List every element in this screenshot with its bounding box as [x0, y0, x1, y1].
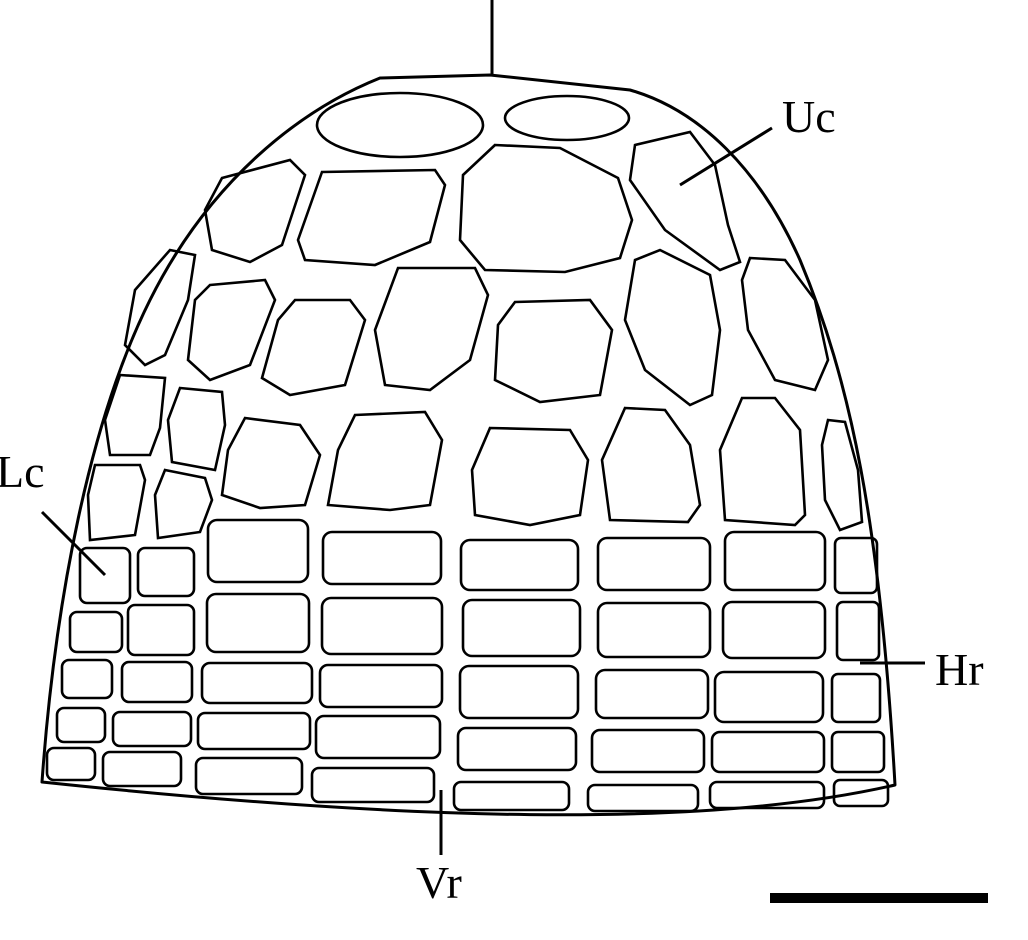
cell [155, 470, 212, 538]
cell [317, 93, 483, 157]
cell [725, 532, 825, 590]
cell [598, 603, 710, 657]
cell [138, 548, 194, 596]
cell [323, 532, 441, 584]
cell [715, 672, 823, 722]
cell [122, 662, 192, 702]
cell [88, 465, 145, 540]
label-hr: Hr [935, 644, 984, 695]
cell [57, 708, 105, 742]
cell [202, 663, 312, 703]
cell [205, 160, 305, 262]
cell [723, 602, 825, 658]
cell [712, 732, 824, 772]
cell [62, 660, 112, 698]
cell [454, 782, 569, 810]
cell [625, 250, 720, 405]
scale-bar [770, 893, 988, 903]
cell [328, 412, 442, 510]
cell [832, 732, 884, 772]
label-vr: Vr [416, 857, 462, 908]
label-uc: Uc [782, 91, 836, 142]
cell [222, 418, 320, 508]
cell [128, 605, 194, 655]
cell [505, 96, 629, 140]
cell [832, 674, 880, 722]
cell [312, 768, 434, 802]
cell [822, 420, 862, 530]
upper-cells [88, 93, 862, 540]
cell [837, 602, 879, 660]
cell [463, 600, 580, 656]
cell [720, 398, 805, 525]
cell [320, 665, 442, 707]
cell [460, 666, 578, 718]
cell [168, 388, 225, 470]
cell [461, 540, 578, 590]
cell [592, 730, 704, 772]
cell [630, 132, 740, 270]
cell [460, 145, 632, 272]
cell [208, 520, 308, 582]
cell [207, 594, 309, 652]
cell [495, 300, 612, 402]
cell [458, 728, 576, 770]
cell [125, 250, 195, 365]
cell [113, 712, 191, 746]
cell [70, 612, 122, 652]
cell [47, 748, 95, 780]
cell [198, 713, 310, 749]
cell [316, 716, 440, 758]
cell [602, 408, 700, 522]
cell [596, 670, 708, 718]
cell [103, 752, 181, 786]
cell [835, 538, 877, 593]
cell [472, 428, 588, 525]
cell [598, 538, 710, 590]
label-lc: Lc [0, 446, 45, 497]
lower-cells [47, 520, 888, 811]
cell [298, 170, 445, 265]
cell [262, 300, 365, 395]
cell [188, 280, 275, 380]
cell [742, 258, 828, 390]
cell [322, 598, 442, 654]
cell [588, 785, 698, 811]
lc-leader [42, 512, 105, 575]
cell [196, 758, 302, 794]
cell [375, 268, 488, 390]
